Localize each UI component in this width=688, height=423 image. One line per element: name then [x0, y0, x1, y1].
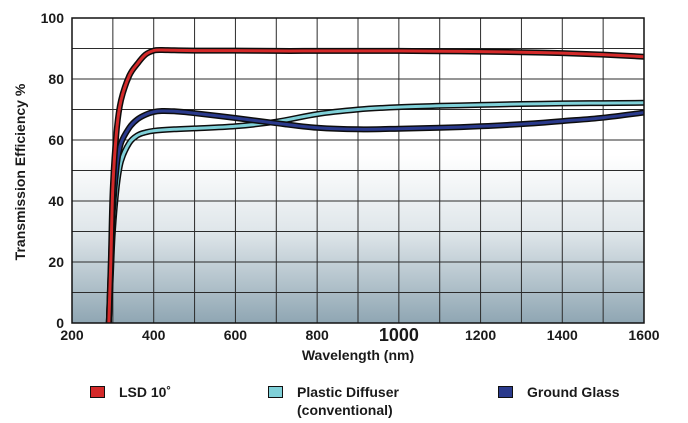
x-tick-label: 1200	[465, 327, 496, 343]
x-axis-label: Wavelength (nm)	[302, 347, 414, 363]
legend-label-lsd: LSD 10˚	[119, 384, 172, 400]
y-tick-label: 80	[48, 71, 64, 87]
legend-label-plastic-diffuser: Plastic Diffuser	[297, 384, 399, 400]
x-tick-label: 800	[305, 327, 329, 343]
legend-item-ground-glass: Ground Glass	[498, 384, 620, 401]
legend-text-plastic-diffuser: Plastic Diffuser (conventional)	[297, 384, 399, 419]
y-tick-label: 40	[48, 193, 64, 209]
x-tick-labels: 200 400 600 800 1000 1200 1400 1600	[60, 325, 659, 345]
legend-item-lsd: LSD 10˚	[90, 384, 171, 401]
y-axis-label: Transmission Efficiency %	[12, 83, 28, 260]
legend-swatch-plastic-diffuser	[268, 386, 283, 398]
y-tick-label: 20	[48, 254, 64, 270]
legend-sublabel-plastic-diffuser: (conventional)	[297, 402, 393, 418]
legend-label-ground-glass: Ground Glass	[527, 384, 620, 400]
x-tick-label: 400	[142, 327, 166, 343]
y-tick-labels: 0 20 40 60 80 100	[41, 10, 65, 331]
y-tick-label: 100	[41, 10, 65, 26]
legend: LSD 10˚ Plastic Diffuser (conventional) …	[0, 384, 688, 420]
x-tick-label: 200	[60, 327, 84, 343]
x-tick-label: 600	[224, 327, 248, 343]
legend-item-plastic-diffuser: Plastic Diffuser (conventional)	[268, 384, 399, 419]
series-line-ground-glass	[107, 109, 644, 323]
y-tick-label: 60	[48, 132, 64, 148]
x-tick-label: 1000	[379, 325, 419, 345]
legend-swatch-ground-glass	[498, 386, 513, 398]
legend-swatch-lsd	[90, 386, 105, 398]
transmission-chart: 0 20 40 60 80 100 200 400 600 800 1000 1200 1400 160…	[12, 10, 660, 363]
x-tick-label: 1400	[547, 327, 578, 343]
plot-border	[71, 17, 645, 324]
y-tick-label: 0	[56, 315, 64, 331]
x-tick-label: 1600	[628, 327, 659, 343]
series-line-lsd	[107, 48, 644, 323]
series-group	[105, 47, 644, 323]
